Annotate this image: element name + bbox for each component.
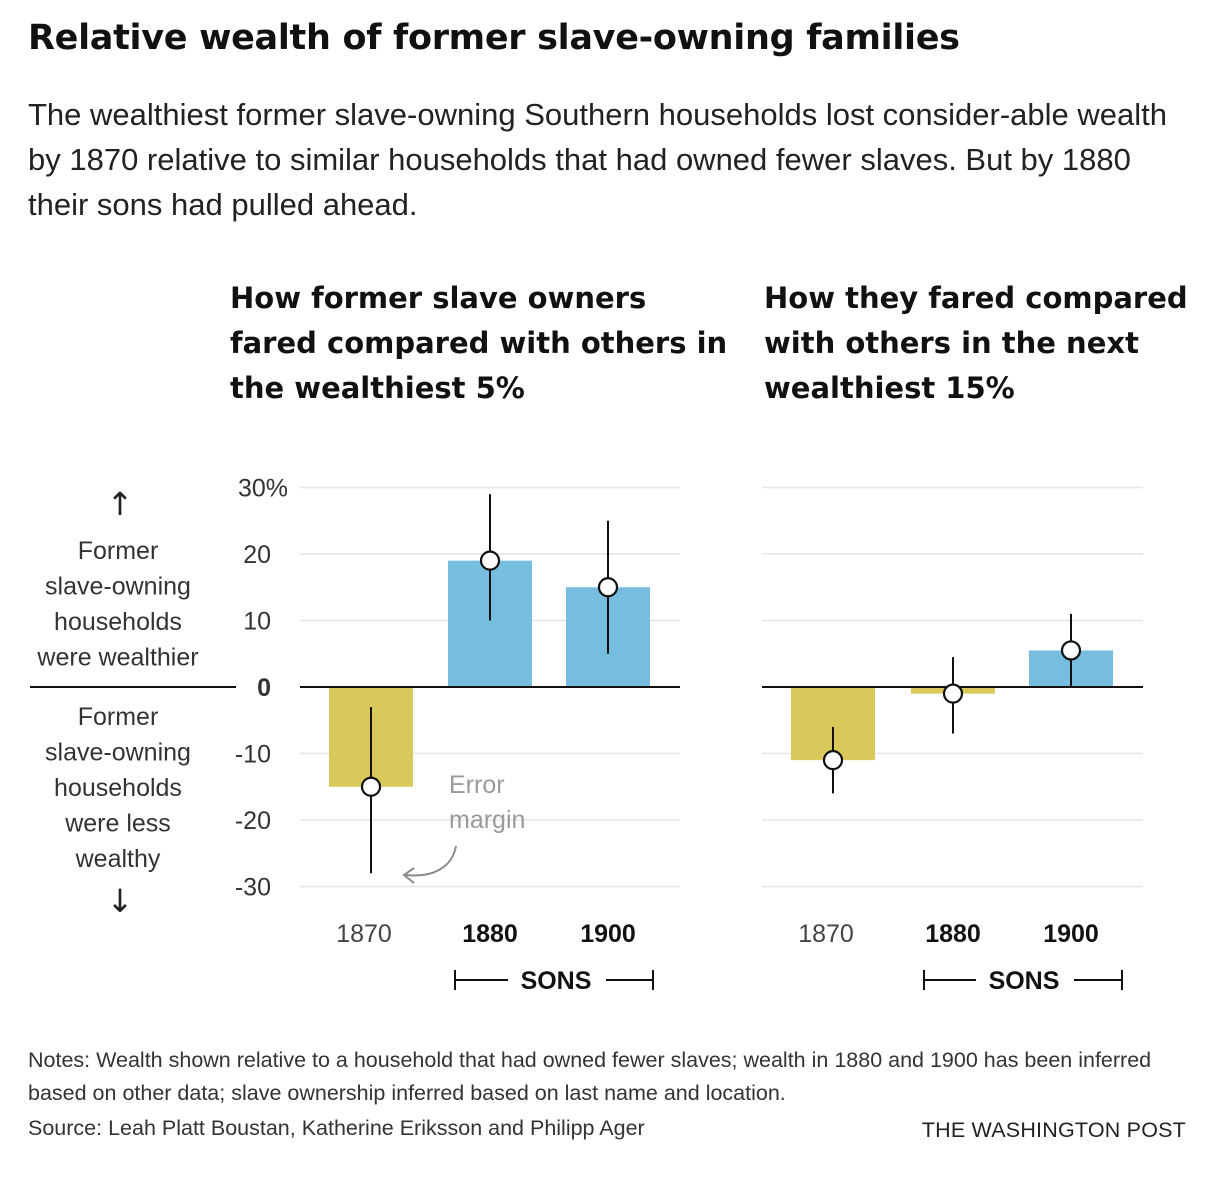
sons-label: SONS xyxy=(989,967,1060,995)
x-tick-label: 1870 xyxy=(798,920,854,948)
point-1880 xyxy=(942,683,964,704)
x-tick-label: 1880 xyxy=(925,920,981,948)
chart-figure: 1870 1880 1900 SONS 1870 1880 1900 SONS 30% 20 10 0… xyxy=(30,475,1143,995)
error-margin-callout: margin xyxy=(449,806,525,834)
y-tick-label: 0 xyxy=(257,674,271,702)
point-1900 xyxy=(597,577,619,598)
y-tick-label: 10 xyxy=(243,608,271,636)
panel-title-next-15: How they fared compared with others in t… xyxy=(764,281,1188,405)
y-tick-label: -10 xyxy=(235,741,271,769)
source: Source: Leah Platt Boustan, Katherine Er… xyxy=(28,1116,645,1140)
sons-label: SONS xyxy=(521,967,592,995)
y-tick-label: 30% xyxy=(238,475,288,503)
annotation-lower-text: households xyxy=(54,774,182,802)
notes: Notes: Wealth shown relative to a househ… xyxy=(28,1048,1152,1105)
chart-subtitle: The wealthiest former slave-owning South… xyxy=(28,97,1168,222)
point-1900 xyxy=(1060,640,1082,661)
chart-title: Relative wealth of former slave-owning f… xyxy=(28,18,960,58)
annotation-upper-text: slave-owning xyxy=(45,573,191,601)
y-tick-label: -30 xyxy=(235,874,271,902)
annotation-lower-text: Former xyxy=(78,703,159,731)
error-margin-callout: Error xyxy=(449,771,505,799)
y-tick-label: 20 xyxy=(243,541,271,569)
annotation-lower-text: wealthy xyxy=(75,845,161,873)
x-tick-label: 1900 xyxy=(1043,920,1099,948)
publisher-credit: THE WASHINGTON POST xyxy=(921,1118,1186,1142)
point-1870 xyxy=(360,776,382,797)
callout-arrowhead-icon xyxy=(402,867,415,884)
annotation-upper-text: Former xyxy=(78,537,159,565)
x-tick-label: 1900 xyxy=(580,920,636,948)
annotation-lower-text: were less xyxy=(64,810,171,838)
up-arrow-icon: ↑ xyxy=(107,485,134,523)
x-tick-label: 1870 xyxy=(336,920,392,948)
x-tick-label: 1880 xyxy=(462,920,518,948)
annotation-upper-text: were wealthier xyxy=(36,644,198,672)
down-arrow-icon: ↓ xyxy=(107,882,134,920)
annotation-upper-text: households xyxy=(54,608,182,636)
panel-title-wealthiest-5: How former slave owners fared compared w… xyxy=(230,281,728,405)
annotation-lower-text: slave-owning xyxy=(45,739,191,767)
y-tick-label: -20 xyxy=(235,807,271,835)
point-1880 xyxy=(479,550,501,571)
point-1870 xyxy=(822,750,844,771)
callout-arrow-curve xyxy=(405,845,457,877)
